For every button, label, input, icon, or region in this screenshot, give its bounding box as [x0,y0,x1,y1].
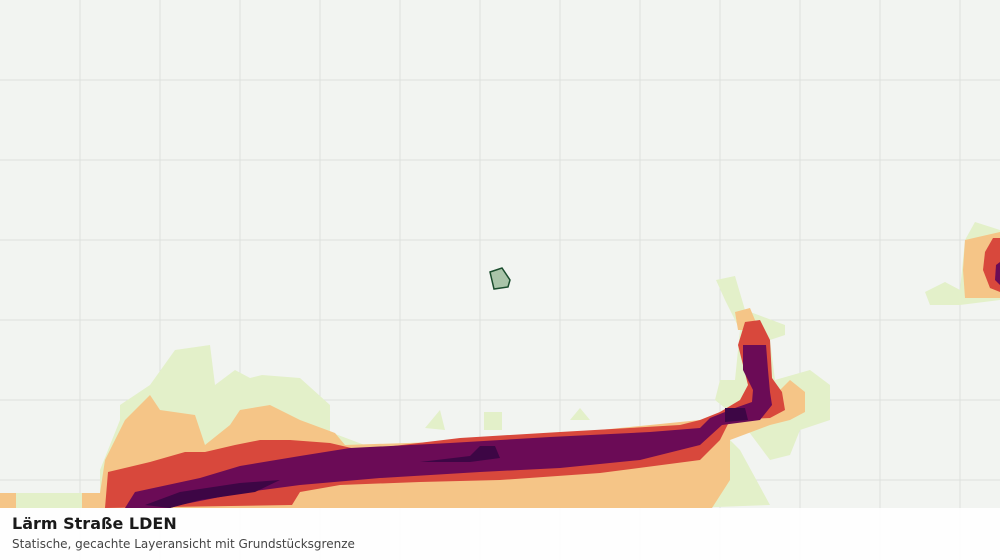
noise-patch [995,262,1000,285]
parcel-boundary [489,267,511,290]
noise-patch [0,493,100,508]
layer-title: Lärm Straße LDEN [12,514,177,533]
noise-patch [420,446,500,462]
layer-subtitle: Statische, gecachte Layeransicht mit Gru… [12,537,355,551]
noise-patch [484,412,502,430]
noise-patch [725,408,748,422]
noise-patch [125,345,772,508]
noise-zone-extreme [145,408,748,508]
noise-patch [570,408,590,420]
noise-patch [0,493,16,508]
noise-zone-very-high [125,262,1000,508]
noise-patch [425,410,445,430]
noise-patch [145,480,280,508]
caption-bar: Lärm Straße LDEN Statische, gecachte Lay… [0,508,1000,560]
